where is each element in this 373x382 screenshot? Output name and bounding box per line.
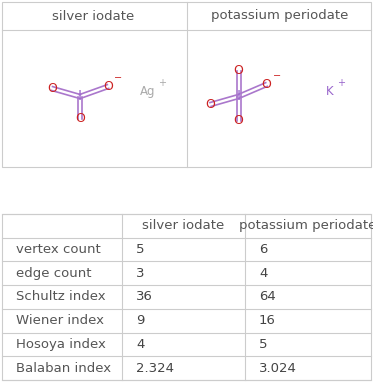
Bar: [2, 2, 371, 167]
Text: −: −: [273, 71, 280, 81]
Text: Wiener index: Wiener index: [16, 314, 104, 327]
Text: silver iodate: silver iodate: [142, 219, 225, 232]
Text: Ag: Ag: [140, 85, 156, 98]
Text: 5: 5: [259, 338, 267, 351]
Text: O: O: [75, 112, 85, 125]
Text: 6: 6: [259, 243, 267, 256]
Text: I: I: [236, 89, 241, 104]
Text: vertex count: vertex count: [16, 243, 101, 256]
Text: 5: 5: [136, 243, 144, 256]
Text: I: I: [78, 89, 82, 104]
Text: O: O: [47, 82, 57, 95]
Text: O: O: [261, 78, 272, 91]
Text: 4: 4: [136, 338, 144, 351]
Text: silver iodate: silver iodate: [52, 10, 134, 23]
Text: K: K: [326, 85, 334, 98]
Text: 2.324: 2.324: [136, 362, 174, 375]
Text: 16: 16: [259, 314, 276, 327]
Bar: [2, 214, 371, 380]
Text: 4: 4: [259, 267, 267, 280]
Text: O: O: [206, 98, 216, 111]
Text: 3.024: 3.024: [259, 362, 297, 375]
Text: +: +: [158, 78, 166, 89]
Text: potassium periodate: potassium periodate: [211, 10, 348, 23]
Text: Schultz index: Schultz index: [16, 290, 106, 304]
Text: +: +: [337, 78, 345, 89]
Text: O: O: [103, 80, 113, 93]
Text: edge count: edge count: [16, 267, 91, 280]
Text: 9: 9: [136, 314, 144, 327]
Text: O: O: [233, 114, 244, 127]
Text: Balaban index: Balaban index: [16, 362, 111, 375]
Text: 36: 36: [136, 290, 153, 304]
Text: 64: 64: [259, 290, 276, 304]
Text: Hosoya index: Hosoya index: [16, 338, 106, 351]
Text: O: O: [233, 64, 244, 77]
Text: 3: 3: [136, 267, 144, 280]
Text: −: −: [114, 73, 122, 83]
Text: potassium periodate: potassium periodate: [239, 219, 373, 232]
